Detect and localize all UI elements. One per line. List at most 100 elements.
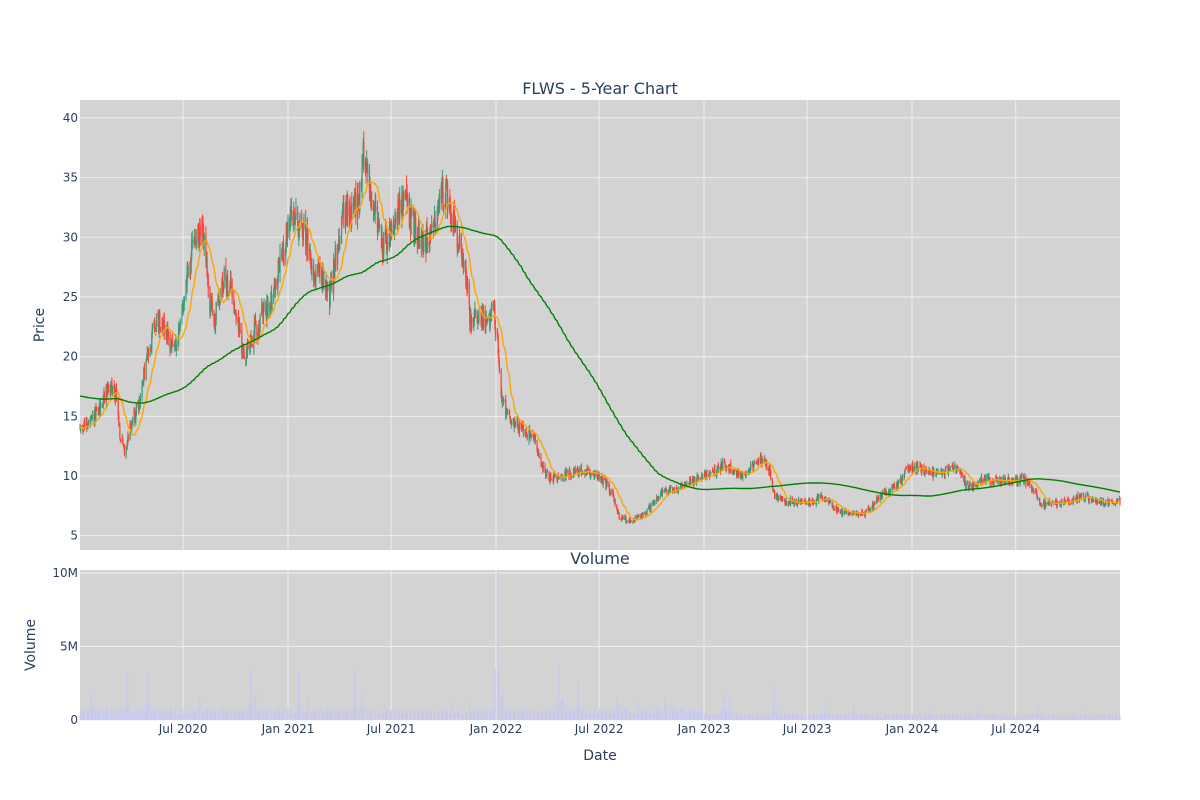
candle-body (130, 422, 132, 428)
volume-bar (534, 715, 536, 720)
volume-bar (306, 697, 308, 720)
candle-body (170, 347, 172, 350)
volume-bar (908, 716, 909, 720)
volume-bar (479, 713, 480, 720)
candle-body (853, 512, 855, 515)
candle-body (845, 510, 848, 512)
volume-bar (732, 713, 734, 720)
volume-bar (1079, 714, 1081, 720)
candle-body (378, 219, 380, 229)
volume-bar (151, 713, 153, 720)
volume-bar (726, 714, 728, 720)
volume-bar (1084, 709, 1086, 720)
volume-bar (917, 715, 919, 720)
volume-bar (832, 716, 834, 720)
volume-bar (101, 716, 103, 720)
volume-bar (596, 715, 598, 720)
volume-bar (1068, 717, 1070, 720)
volume-bar (106, 706, 108, 720)
volume-bar (518, 712, 520, 720)
candle-body (229, 286, 231, 296)
volume-bar (669, 707, 671, 720)
candle-body (536, 440, 538, 450)
candle-body (446, 181, 449, 211)
volume-bar (664, 697, 666, 720)
volume-bar (1013, 717, 1014, 720)
volume-bar (389, 715, 390, 720)
volume-bar (134, 713, 136, 720)
candle-body (193, 240, 195, 243)
candle-body (234, 312, 237, 314)
candle-body (867, 507, 869, 511)
candle-body (431, 225, 433, 228)
candle-body (1066, 498, 1069, 502)
volume-tick-label: 10M (52, 566, 78, 580)
volume-bar (1013, 715, 1015, 720)
volume-bar (402, 712, 403, 720)
volume-bar (522, 712, 524, 720)
candle-body (90, 415, 92, 419)
candle-body (570, 475, 572, 477)
volume-bar (221, 715, 223, 720)
volume-bar (230, 716, 231, 720)
candle-body (365, 172, 367, 174)
candle-body (470, 317, 473, 333)
volume-bar (786, 713, 788, 720)
candle-body (828, 500, 830, 504)
candle-body (538, 456, 540, 458)
candle-body (468, 283, 470, 305)
volume-bar (586, 713, 588, 720)
volume-bar (424, 707, 426, 720)
volume-bar (277, 708, 279, 720)
volume-bar (865, 713, 867, 720)
candle-body (458, 235, 461, 247)
volume-bar (677, 713, 679, 720)
candle-body (310, 253, 312, 269)
volume-bar (892, 712, 894, 720)
candle-body (177, 328, 180, 347)
volume-bar (239, 709, 240, 720)
candle-body (181, 309, 183, 319)
candle-body (155, 320, 157, 332)
volume-bar (358, 707, 360, 720)
volume-bar (190, 715, 192, 720)
candle-body (1101, 498, 1103, 504)
volume-bar (593, 715, 594, 720)
volume-bar (533, 714, 535, 720)
volume-bar (864, 714, 866, 720)
candle-body (133, 409, 135, 424)
volume-bar (323, 711, 325, 720)
volume-bar (634, 708, 636, 720)
candle-body (841, 510, 844, 516)
volume-bar (237, 711, 239, 720)
candle-body (502, 397, 504, 399)
volume-bar (554, 710, 556, 720)
candle-body (126, 442, 128, 446)
volume-bar (393, 716, 395, 720)
x-tick-label: Jan 2024 (885, 722, 939, 736)
volume-bar (429, 707, 431, 720)
volume-bar (159, 710, 161, 720)
price-tick-label: 40 (63, 111, 78, 125)
volume-bar (1109, 715, 1111, 720)
volume-bar (423, 709, 425, 720)
volume-bar (85, 707, 87, 720)
volume-bar (446, 709, 448, 720)
volume-bar (239, 708, 241, 720)
volume-bar (138, 710, 140, 720)
volume-bar (282, 707, 284, 720)
volume-bar (126, 675, 128, 720)
volume-bar (823, 713, 825, 720)
volume-bar (1003, 716, 1005, 720)
volume-bar (686, 714, 688, 720)
volume-bar (202, 710, 204, 720)
volume-bar (478, 712, 480, 720)
volume-bar (980, 714, 982, 720)
candle-body (819, 495, 821, 497)
candle-body (218, 297, 220, 303)
volume-bar (557, 700, 558, 720)
volume-bar (157, 707, 159, 720)
candle-body (897, 484, 899, 489)
candle-body (929, 470, 931, 472)
